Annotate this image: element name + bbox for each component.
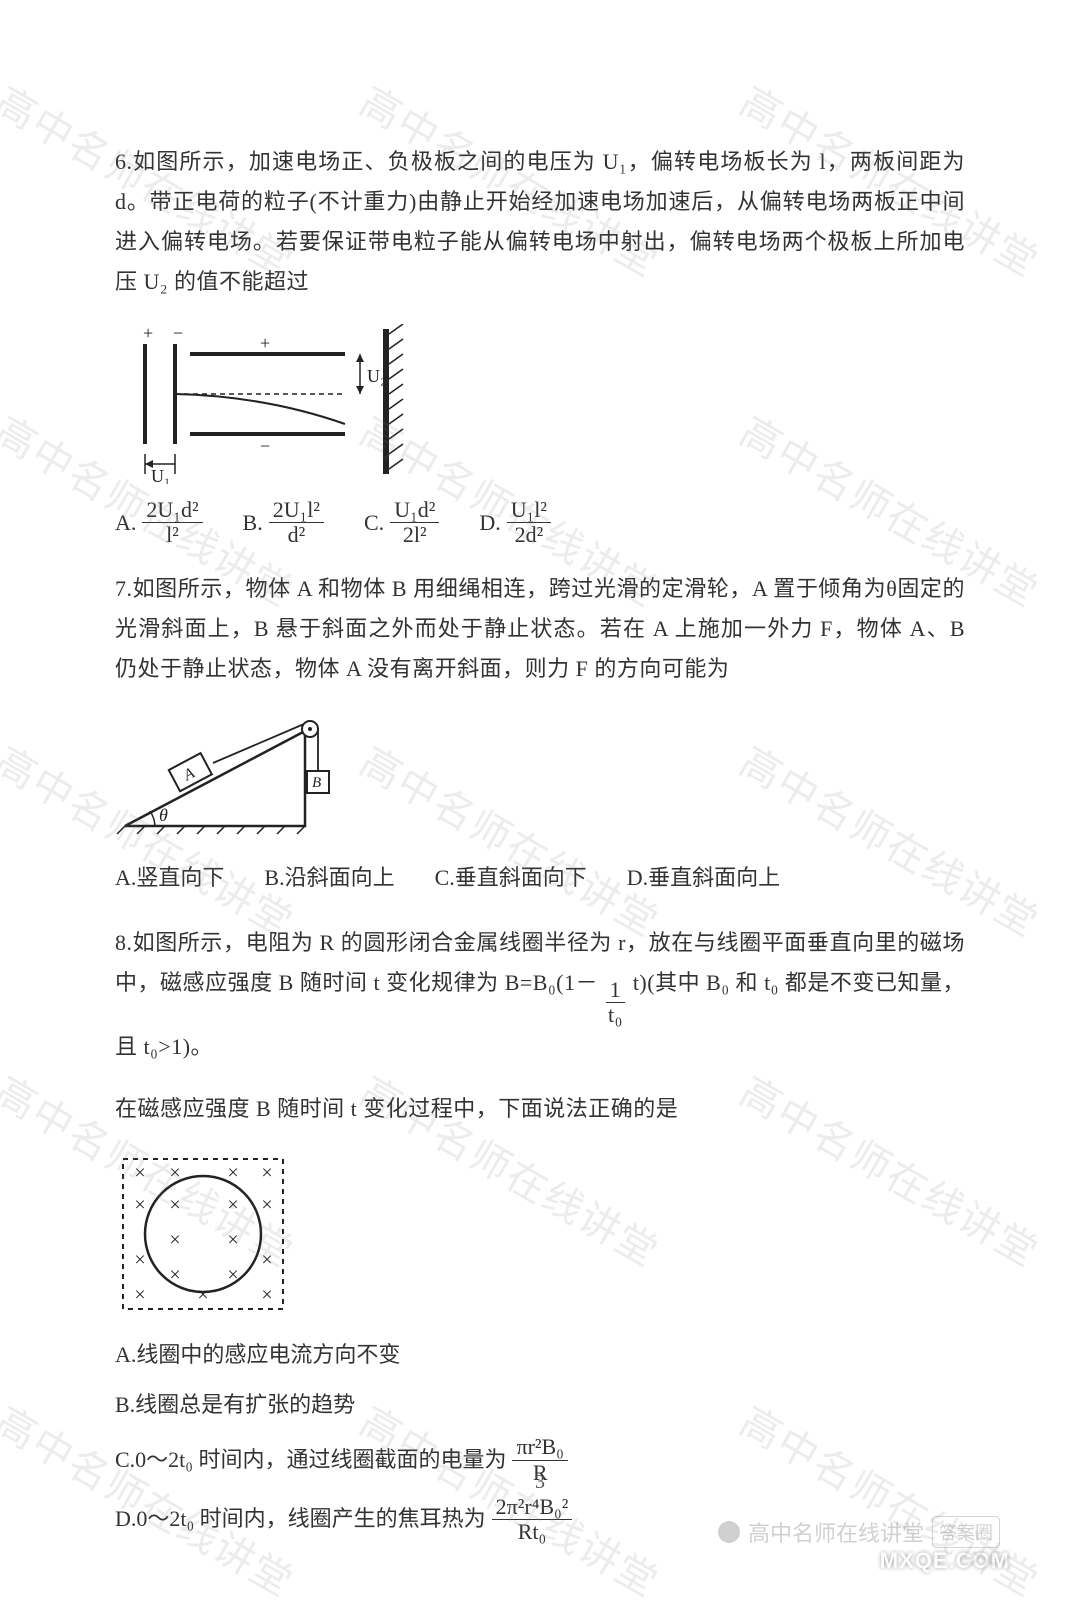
- q6-option-d: D. U₁l²2d²: [479, 498, 551, 547]
- q7-text: 7.如图所示，物体 A 和物体 B 用细绳相连，跨过光滑的定滑轮，A 置于倾角为…: [115, 569, 965, 689]
- q7-option-d: D.垂直斜面向上: [627, 855, 780, 901]
- corner-url: MXQE.COM: [880, 1548, 1010, 1574]
- q6-options: A. 2U₁d²l² B. 2U₁l²d² C. U₁d²2l² D. U₁l²…: [115, 498, 965, 547]
- svg-text:×: ×: [227, 1229, 238, 1251]
- wechat-icon: [718, 1521, 740, 1543]
- svg-text:×: ×: [227, 1194, 238, 1216]
- svg-text:×: ×: [169, 1229, 180, 1251]
- svg-text:×: ×: [261, 1194, 272, 1216]
- q7-options: A.竖直向下 B.沿斜面向上 C.垂直斜面向下 D.垂直斜面向上: [115, 855, 965, 901]
- svg-text:×: ×: [134, 1162, 145, 1184]
- badge-icon: 答案圈: [932, 1516, 1000, 1548]
- q8-options: A.线圈中的感应电流方向不变 B.线圈总是有扩张的趋势 C.0～2t₀ 时间内，…: [115, 1335, 965, 1544]
- svg-text:−: −: [260, 436, 270, 456]
- corner-watermark: 高中名师在线讲堂 答案圈: [718, 1516, 1000, 1548]
- svg-text:+: +: [143, 324, 153, 343]
- svg-text:×: ×: [261, 1284, 272, 1306]
- svg-text:θ: θ: [159, 805, 168, 825]
- q7-option-b: B.沿斜面向上: [264, 855, 394, 901]
- u1-label: U₁: [151, 466, 170, 484]
- q7-figure: θ A B: [115, 711, 965, 841]
- q8-text-2: 在磁感应强度 B 随时间 t 变化过程中，下面说法正确的是: [115, 1089, 965, 1129]
- svg-text:×: ×: [169, 1162, 180, 1184]
- svg-text:+: +: [260, 333, 270, 353]
- q8-option-a: A.线圈中的感应电流方向不变: [115, 1335, 965, 1375]
- svg-text:×: ×: [227, 1162, 238, 1184]
- q8-option-b: B.线圈总是有扩张的趋势: [115, 1385, 965, 1425]
- q8-figure: × × × × × × × × × × × × × × × × ×: [115, 1151, 965, 1321]
- svg-text:×: ×: [169, 1194, 180, 1216]
- q6-figure: + − U₁ + − U₂: [115, 324, 965, 484]
- page-number: 3: [0, 1471, 1080, 1494]
- q6-option-c: C. U₁d²2l²: [364, 498, 439, 547]
- q6-option-b: B. 2U₁l²d²: [243, 498, 324, 547]
- q7-option-a: A.竖直向下: [115, 855, 224, 901]
- page: 6.如图所示，加速电场正、负极板之间的电压为 U₁，偏转电场板长为 l，两板间距…: [0, 0, 1080, 1584]
- q6-option-a: A. 2U₁d²l²: [115, 498, 203, 547]
- svg-text:×: ×: [134, 1194, 145, 1216]
- svg-text:×: ×: [134, 1249, 145, 1271]
- svg-text:×: ×: [261, 1249, 272, 1271]
- svg-text:×: ×: [261, 1162, 272, 1184]
- q8-text-1: 8.如图所示，电阻为 R 的圆形闭合金属线圈半径为 r，放在与线圈平面垂直向里的…: [115, 923, 965, 1067]
- svg-text:×: ×: [227, 1264, 238, 1286]
- q6-text: 6.如图所示，加速电场正、负极板之间的电压为 U₁，偏转电场板长为 l，两板间距…: [115, 142, 965, 302]
- svg-text:×: ×: [197, 1284, 208, 1306]
- svg-text:−: −: [173, 324, 183, 343]
- q7-option-c: C.垂直斜面向下: [435, 855, 587, 901]
- svg-text:B: B: [312, 775, 321, 791]
- svg-text:×: ×: [134, 1284, 145, 1306]
- svg-text:×: ×: [169, 1264, 180, 1286]
